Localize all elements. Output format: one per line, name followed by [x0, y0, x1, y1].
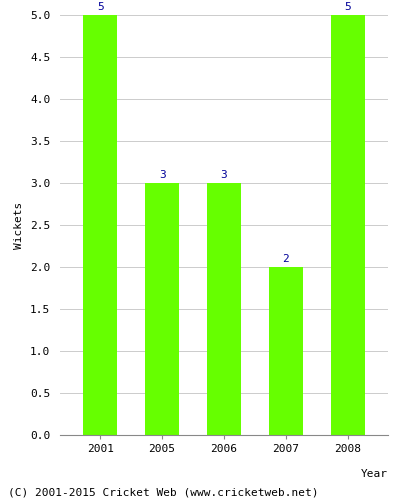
Text: 2: 2	[282, 254, 289, 264]
Text: Year: Year	[361, 468, 388, 478]
Text: 3: 3	[159, 170, 166, 179]
Bar	[145, 183, 179, 435]
Bar	[83, 15, 117, 435]
Bar	[207, 183, 241, 435]
Text: 5: 5	[97, 2, 104, 12]
Bar	[269, 267, 303, 435]
Text: 3: 3	[221, 170, 227, 179]
Bar	[331, 15, 365, 435]
Text: 5: 5	[344, 2, 351, 12]
Y-axis label: Wickets: Wickets	[14, 202, 24, 248]
Text: (C) 2001-2015 Cricket Web (www.cricketweb.net): (C) 2001-2015 Cricket Web (www.cricketwe…	[8, 488, 318, 498]
